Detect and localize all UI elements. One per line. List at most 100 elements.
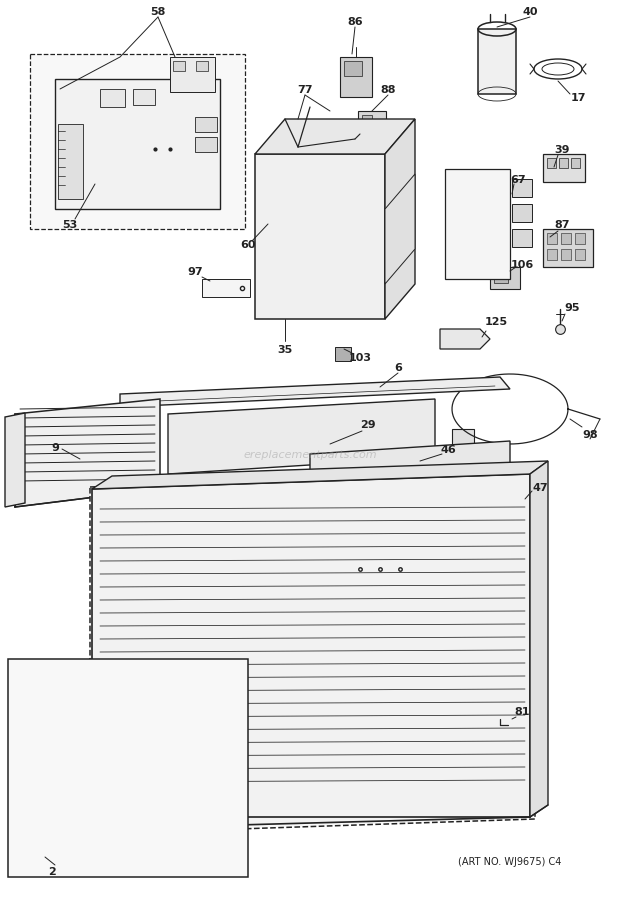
Text: 17: 17 (570, 93, 586, 103)
Bar (512, 230, 532, 248)
Bar (134, 801, 176, 856)
Polygon shape (255, 155, 385, 319)
Bar (74, 677, 116, 732)
Bar (133, 90, 155, 106)
Text: 103: 103 (348, 353, 371, 363)
Bar (58, 124, 83, 199)
Polygon shape (385, 175, 415, 285)
Bar (30, 55, 245, 230)
Bar (134, 739, 176, 794)
Bar (575, 234, 585, 244)
Text: 125: 125 (484, 317, 508, 327)
Polygon shape (90, 472, 535, 834)
Bar (152, 582, 188, 612)
Polygon shape (445, 170, 510, 280)
Text: 95: 95 (564, 303, 580, 313)
Text: 77: 77 (297, 85, 312, 95)
Bar (26, 801, 68, 856)
Bar (352, 518, 442, 597)
Bar (100, 90, 125, 108)
Bar (182, 801, 224, 856)
Text: 39: 39 (554, 145, 570, 155)
Bar (110, 546, 146, 575)
Bar (559, 159, 568, 169)
Bar (22, 671, 124, 866)
Polygon shape (255, 120, 415, 155)
Bar (55, 80, 220, 210)
Polygon shape (92, 462, 548, 490)
Bar (320, 457, 400, 485)
Polygon shape (120, 378, 510, 408)
Text: 35: 35 (277, 345, 293, 354)
Bar (74, 739, 116, 794)
Text: 86: 86 (347, 17, 363, 27)
Text: 9: 9 (51, 443, 59, 453)
Bar (194, 653, 230, 683)
Bar (152, 653, 188, 683)
Bar (26, 677, 68, 732)
Bar (195, 118, 217, 133)
Bar (195, 138, 217, 152)
Text: 6: 6 (394, 363, 402, 373)
Bar (547, 250, 557, 261)
Bar (152, 617, 188, 648)
Bar (173, 62, 185, 72)
Polygon shape (92, 474, 530, 829)
Text: 87: 87 (554, 220, 570, 230)
Bar (490, 268, 520, 290)
Bar (265, 170, 375, 215)
Text: ereplacementparts.com: ereplacementparts.com (243, 449, 377, 459)
Bar (152, 546, 188, 575)
Text: 40: 40 (522, 7, 538, 17)
Text: 46: 46 (440, 445, 456, 455)
Bar (170, 58, 215, 93)
Bar (356, 523, 396, 554)
Bar (18, 667, 240, 869)
Bar (478, 30, 516, 95)
Bar (26, 739, 68, 794)
Text: 53: 53 (63, 220, 78, 230)
Bar (194, 546, 230, 575)
Bar (362, 115, 372, 126)
Bar (202, 280, 250, 298)
Bar (335, 347, 351, 362)
Text: 29: 29 (360, 419, 376, 429)
Bar (543, 230, 593, 268)
Bar (110, 653, 146, 683)
Polygon shape (8, 659, 248, 877)
Bar (512, 205, 532, 223)
Text: 60: 60 (241, 240, 256, 250)
Bar (340, 58, 372, 98)
Polygon shape (5, 413, 25, 508)
Bar (388, 230, 408, 260)
Polygon shape (168, 400, 435, 474)
Text: 88: 88 (380, 85, 396, 95)
Bar (110, 617, 146, 648)
Bar (194, 617, 230, 648)
Bar (182, 739, 224, 794)
Bar (152, 510, 188, 539)
Bar (547, 159, 556, 169)
Bar (268, 290, 363, 308)
Bar (512, 717, 534, 733)
Bar (134, 677, 176, 732)
Polygon shape (385, 120, 415, 319)
Bar (105, 504, 243, 696)
Bar (512, 179, 532, 198)
Text: 47: 47 (532, 483, 548, 492)
Bar (220, 418, 385, 463)
Bar (194, 582, 230, 612)
Text: 81: 81 (514, 706, 529, 716)
Bar (543, 155, 585, 183)
Text: 58: 58 (150, 7, 166, 17)
Bar (547, 234, 557, 244)
Bar (182, 677, 224, 732)
Bar (345, 510, 515, 620)
Bar (196, 62, 208, 72)
Text: 106: 106 (510, 260, 534, 270)
Text: 2: 2 (48, 866, 56, 876)
Bar (74, 801, 116, 856)
Bar (194, 510, 230, 539)
Text: (ART NO. WJ9675) C4: (ART NO. WJ9675) C4 (458, 856, 562, 866)
Bar (561, 250, 571, 261)
